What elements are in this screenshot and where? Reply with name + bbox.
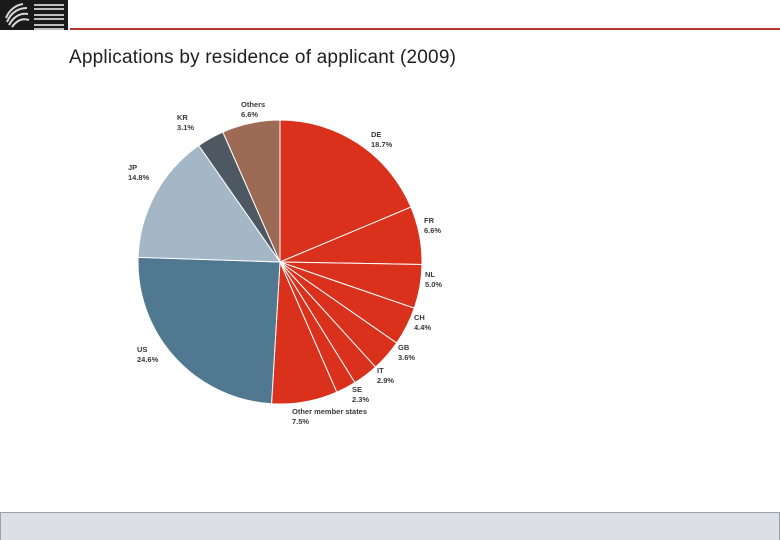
slice-value-ch: 4.4% (414, 323, 431, 332)
slice-value-fr: 6.6% (424, 226, 441, 235)
pie-slice-jp (137, 144, 281, 263)
slice-label-ch: CH (414, 313, 425, 322)
slice-value-jp: 14.8% (128, 173, 150, 182)
slice-label-other-member-states: Other member states (292, 407, 367, 416)
slice-value-others: 6.6% (241, 110, 258, 119)
slice-value-se: 2.3% (352, 395, 369, 404)
slice-value-kr: 3.1% (177, 123, 194, 132)
pie-slice-others (222, 119, 281, 263)
slice-label-se: SE (352, 385, 362, 394)
slice-label-kr: KR (177, 113, 188, 122)
slice-value-other-member-states: 7.5% (292, 417, 309, 426)
slice-value-gb: 3.6% (398, 353, 415, 362)
slice-label-jp: JP (128, 163, 137, 172)
page-title: Applications by residence of applicant (… (69, 47, 457, 68)
slice-value-nl: 5.0% (425, 280, 442, 289)
slice-label-others: Others (241, 100, 265, 109)
slice-label-us: US (137, 345, 147, 354)
slice-label-gb: GB (398, 343, 410, 352)
epo-logo-icon (0, 0, 68, 30)
pie-slice-us (137, 256, 281, 405)
footer-bar (0, 512, 780, 540)
slice-value-us: 24.6% (137, 355, 159, 364)
logo-wordmark-icon (34, 4, 64, 30)
logo-mark-icon (5, 3, 30, 28)
slice-label-de: DE (371, 130, 381, 139)
slice-label-it: IT (377, 366, 384, 375)
slice-value-de: 18.7% (371, 140, 393, 149)
pie-slice-de (279, 119, 412, 263)
slice-label-fr: FR (424, 216, 435, 225)
header-rule (70, 28, 780, 30)
slice-label-nl: NL (425, 270, 435, 279)
slice-value-it: 2.9% (377, 376, 394, 385)
